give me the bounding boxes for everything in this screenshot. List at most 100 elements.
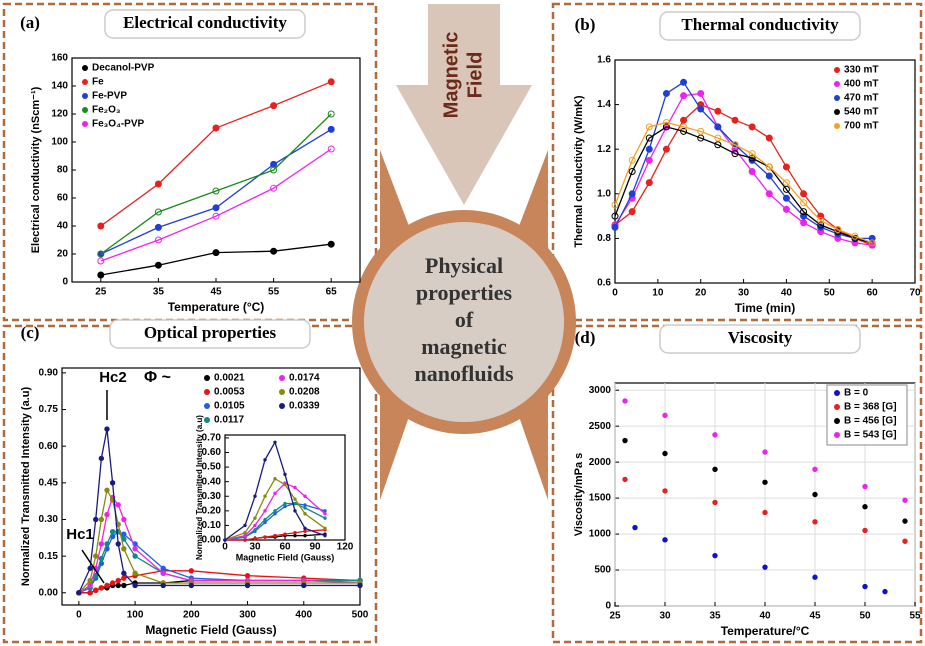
data-point	[868, 241, 876, 249]
data-point	[160, 565, 166, 572]
legend-marker	[82, 79, 88, 85]
data-point	[104, 541, 110, 547]
data-point	[662, 89, 670, 97]
y-axis-label: Electrical conductivity (nScm⁻¹)	[30, 86, 42, 253]
data-point	[851, 234, 859, 242]
legend-marker	[82, 107, 88, 113]
y-tick-label: 1.0	[597, 188, 611, 199]
x-tick-label: 300	[239, 610, 256, 621]
data-point	[132, 553, 138, 559]
data-point	[645, 156, 653, 164]
data-point	[862, 504, 868, 510]
data-point	[303, 529, 307, 533]
legend-marker	[279, 403, 285, 409]
data-point	[902, 497, 908, 503]
y-tick-label: 500	[594, 565, 611, 576]
data-point	[160, 582, 166, 589]
x-tick-label: 25	[95, 287, 107, 298]
legend-label: Fe₂O₃	[92, 105, 121, 116]
x-tick-label: 45	[809, 611, 821, 622]
data-point	[357, 582, 363, 589]
data-point	[800, 199, 808, 207]
data-point	[109, 529, 116, 535]
data-point	[680, 127, 688, 135]
data-point	[323, 509, 327, 513]
data-point	[323, 512, 327, 516]
data-point	[115, 577, 121, 584]
data-point	[882, 588, 888, 595]
y-tick-label: 0.30	[202, 491, 222, 502]
x-tick-label: 500	[352, 610, 369, 621]
series-line	[614, 81, 873, 240]
data-point	[293, 509, 297, 513]
center-text: Physical	[425, 253, 503, 278]
y-tick-label: 0.90	[39, 368, 59, 379]
data-point	[662, 537, 668, 543]
series-line	[614, 126, 873, 244]
legend-label: 400 mT	[844, 79, 878, 90]
x-tick-label: 30	[249, 542, 261, 553]
data-point	[293, 485, 297, 490]
data-point	[93, 516, 99, 523]
legend-label: Fe	[92, 77, 104, 88]
data-point	[303, 503, 307, 507]
legend-label: Decanol-PVP	[92, 63, 155, 74]
data-point	[868, 239, 876, 247]
legend-marker	[82, 65, 88, 71]
y-tick-label: 0.8	[597, 233, 611, 244]
field-arrow	[396, 4, 532, 205]
legend-marker	[834, 123, 840, 129]
series-line	[614, 92, 873, 246]
y-tick-label: 0.75	[39, 404, 59, 415]
x-axis-label: Temperature/°C	[721, 624, 810, 638]
data-point	[154, 261, 162, 269]
data-point	[622, 476, 628, 483]
data-point	[303, 533, 307, 538]
data-point	[160, 570, 166, 576]
x-tick-label: 25	[609, 611, 621, 622]
y-tick-label: 1.4	[597, 99, 611, 110]
data-point	[834, 225, 842, 233]
data-point	[714, 141, 722, 149]
data-point	[263, 509, 267, 513]
legend-marker	[82, 93, 88, 99]
data-point	[273, 477, 277, 481]
x-tick-label: 55	[909, 611, 921, 622]
data-point	[800, 208, 808, 216]
data-point	[327, 110, 335, 118]
data-point	[154, 223, 162, 231]
data-point	[782, 185, 790, 193]
data-point	[283, 501, 287, 506]
data-point	[244, 572, 251, 579]
x-tick-label: 65	[326, 287, 338, 298]
legend-label: 470 mT	[844, 93, 878, 104]
data-point	[87, 582, 93, 589]
data-point	[115, 541, 121, 547]
y-tick-label: 20	[57, 249, 69, 260]
y-tick-label: 1.2	[597, 144, 611, 155]
legend-label: B = 368 [G]	[844, 402, 897, 413]
y-axis-label: Viscosity/mPa s	[573, 453, 585, 537]
chart-title: Electrical conductivity	[123, 13, 287, 32]
data-point	[731, 141, 739, 149]
data-point	[212, 249, 220, 257]
data-point	[97, 257, 105, 265]
data-point	[273, 491, 277, 496]
y-tick-label: 0.10	[202, 520, 222, 531]
data-point	[273, 440, 277, 444]
data-point	[817, 221, 825, 229]
y-tick-label: 0	[605, 601, 611, 612]
y-tick-label: 100	[51, 137, 68, 148]
legend-marker	[279, 375, 285, 381]
legend-marker	[834, 404, 840, 410]
data-point	[748, 168, 756, 175]
title-box	[104, 9, 306, 39]
data-point	[632, 524, 638, 531]
data-point	[834, 228, 842, 236]
legend-marker	[82, 121, 88, 127]
data-point	[712, 552, 718, 559]
data-point	[680, 78, 688, 86]
data-point	[283, 472, 287, 477]
data-point	[263, 494, 267, 498]
series-line	[614, 121, 873, 244]
